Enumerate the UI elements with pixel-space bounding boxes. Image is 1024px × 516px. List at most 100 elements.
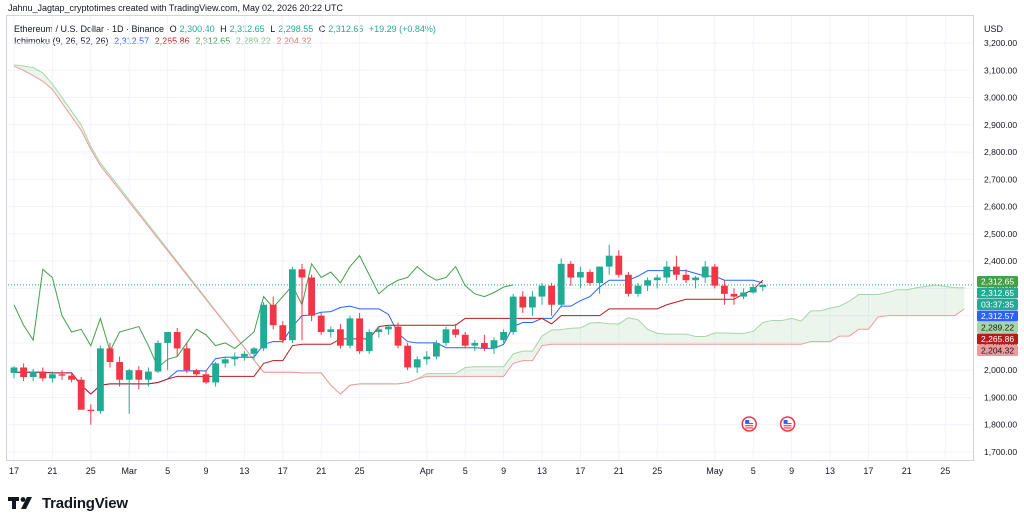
kumo-cloud-segment	[666, 334, 677, 345]
candle-body	[730, 293, 738, 297]
kumo-cloud-segment	[916, 286, 926, 316]
kumo-cloud-segment	[532, 336, 542, 361]
candle-body	[634, 285, 642, 294]
candle-body	[269, 304, 277, 326]
candle-body	[490, 340, 498, 349]
open-label: O	[169, 24, 177, 34]
candle-body	[356, 318, 363, 352]
candle-body	[68, 375, 75, 380]
y-tick-label: 2,700.00	[984, 174, 1017, 184]
candle-body	[749, 287, 757, 293]
price-label-bg	[977, 287, 1018, 299]
candle-body	[212, 363, 219, 383]
tradingview-logo-icon	[8, 497, 32, 509]
kumo-cloud-segment	[849, 294, 859, 337]
y-tick-label: 1,800.00	[984, 420, 1017, 430]
candle-body	[106, 348, 114, 363]
x-tick-label: 13	[825, 466, 835, 476]
x-tick-label: 9	[203, 466, 208, 476]
event-flag-icon	[741, 416, 757, 432]
candle-body	[394, 326, 402, 346]
kumo-cloud-segment	[52, 83, 62, 103]
candle-body	[260, 304, 267, 349]
price-label: 03:37:35	[981, 299, 1014, 309]
x-tick-label: 21	[47, 466, 57, 476]
price-label: 2,204.32	[981, 345, 1014, 355]
candle-body	[87, 409, 95, 412]
candle-body	[317, 315, 325, 333]
candle-body	[231, 356, 239, 360]
candle-body	[673, 266, 680, 275]
kumo-cloud-segment	[23, 66, 34, 76]
change-value: +19.29 (+0.84%)	[368, 24, 436, 34]
candle-body	[413, 359, 421, 368]
kumo-cloud-segment	[503, 353, 514, 377]
price-label-bg	[977, 275, 1018, 287]
kumo-cloud-segment	[782, 318, 792, 345]
kumo-cloud-segment	[695, 336, 706, 345]
candle-body	[173, 332, 181, 349]
kumo-cloud-segment	[590, 322, 600, 345]
candle-body	[471, 342, 479, 346]
candle-body	[116, 362, 123, 380]
x-tick-label: 5	[463, 466, 468, 476]
lead-a-value: 2,289.22	[235, 36, 271, 46]
candle-body	[586, 272, 594, 283]
chart-pane[interactable]	[6, 15, 974, 461]
kumo-cloud-segment	[676, 334, 686, 345]
lead-b-value: 2,204.32	[276, 36, 312, 46]
kumo-cloud-segment	[522, 351, 533, 361]
candle-body	[308, 277, 315, 316]
candle-body	[346, 318, 354, 346]
candle-body	[97, 348, 104, 412]
kumo-cloud-segment	[868, 294, 878, 330]
x-tick-label: 21	[316, 466, 326, 476]
y-tick-label: 2,500.00	[984, 229, 1017, 239]
candle-body	[644, 280, 651, 286]
kumo-cloud-segment	[33, 67, 43, 82]
kumo-cloud-segment	[686, 334, 696, 345]
price-label: 2,265.86	[981, 334, 1014, 344]
candle-body	[404, 345, 411, 368]
base-value: 2,265.86	[154, 36, 190, 46]
candle-body	[279, 325, 287, 341]
candle-body	[759, 284, 767, 288]
kumo-cloud-segment	[906, 287, 917, 316]
currency-label[interactable]: USD	[984, 24, 1004, 34]
candle-body	[692, 277, 699, 281]
candle-body	[721, 285, 728, 294]
candle-body	[557, 263, 565, 305]
candle-body	[49, 374, 56, 379]
chart-credit: Jahnu_Jagtap_cryptotimes created with Tr…	[8, 3, 344, 13]
candle-body	[29, 371, 37, 378]
candle-body	[193, 370, 200, 375]
x-tick-label: 13	[537, 466, 547, 476]
x-tick-label: 9	[501, 466, 506, 476]
kumo-cloud-segment	[446, 373, 456, 377]
candle-body	[135, 370, 143, 380]
x-tick-label: Mar	[121, 466, 137, 476]
kumo-cloud-segment	[954, 287, 965, 316]
open-value: 2,300.40	[179, 24, 215, 34]
kumo-cloud-segment	[436, 373, 446, 377]
x-tick-label: 17	[863, 466, 873, 476]
close-value: 2,312.65	[328, 24, 364, 34]
kumo-cloud-segment	[494, 366, 504, 377]
kumo-cloud-segment	[878, 292, 888, 318]
ichimoku-legend[interactable]: Ichimoku (9, 26, 52, 26) 2,312.57 2,265.…	[14, 36, 314, 46]
candle-body	[442, 329, 450, 343]
candle-body	[221, 359, 229, 364]
candle-body	[615, 255, 623, 275]
candle-body	[461, 334, 469, 346]
kumo-cloud-segment	[945, 286, 955, 316]
x-tick-label: 25	[86, 466, 96, 476]
y-tick-label: 3,200.00	[984, 38, 1017, 48]
x-tick-label: 9	[789, 466, 794, 476]
x-tick-label: 25	[940, 466, 950, 476]
kumo-cloud-segment	[897, 289, 907, 316]
tradingview-brand: TradingView	[42, 494, 128, 512]
x-tick-label: 17	[278, 466, 288, 476]
price-label-bg	[977, 333, 1018, 345]
price-label-bg	[977, 310, 1018, 322]
